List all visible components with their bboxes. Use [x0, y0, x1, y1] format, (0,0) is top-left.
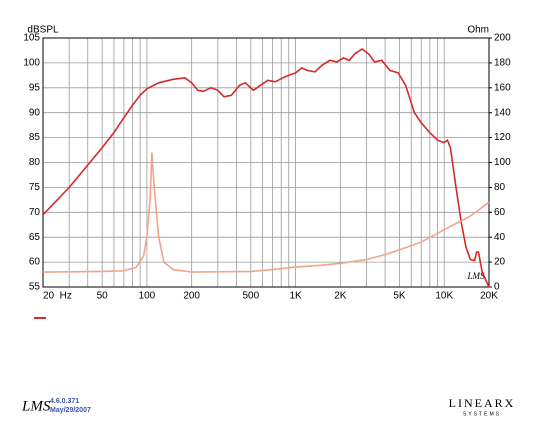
y2-axis-title: Ohm: [467, 25, 489, 36]
brand: LINEARX: [449, 396, 516, 410]
watermark: LMS: [466, 271, 485, 281]
y-axis-title: dBSPL: [27, 25, 59, 36]
y-tick-label: 60: [29, 257, 41, 268]
y2-tick-label: 80: [494, 182, 506, 193]
y2-tick-label: 120: [494, 132, 511, 143]
x-tick-label: 20K: [480, 291, 498, 302]
x-tick-label: 5K: [393, 291, 406, 302]
y2-tick-label: 200: [494, 33, 511, 44]
x-tick-label: 20 Hz: [43, 291, 72, 302]
x-tick-label: 2K: [334, 291, 347, 302]
series-line: [42, 152, 490, 273]
x-tick-label: 1K: [289, 291, 302, 302]
y2-tick-label: 0: [494, 282, 500, 293]
x-tick-label: 500: [242, 291, 259, 302]
x-tick-label: 10K: [435, 291, 453, 302]
y-tick-label: 55: [29, 282, 41, 293]
y-tick-label: 80: [29, 157, 41, 168]
y-tick-label: 65: [29, 232, 41, 243]
y-tick-label: 75: [29, 182, 41, 193]
y2-tick-label: 160: [494, 82, 511, 93]
plot-frame: [42, 37, 490, 288]
y2-tick-label: 20: [494, 257, 506, 268]
date: May/29/2007: [50, 407, 91, 414]
brand-sub: SYSTEMS: [463, 411, 501, 417]
y2-tick-label: 100: [494, 157, 511, 168]
logo: LMS: [21, 398, 51, 414]
y-tick-label: 105: [23, 33, 40, 44]
series-line: [42, 48, 490, 288]
y2-tick-label: 60: [494, 207, 506, 218]
x-tick-label: 100: [139, 291, 156, 302]
y-tick-label: 95: [29, 82, 41, 93]
y-tick-label: 85: [29, 132, 41, 143]
x-tick-label: 200: [183, 291, 200, 302]
version: 4.6.0.371: [50, 398, 79, 405]
x-tick-label: 50: [97, 291, 109, 302]
y2-tick-label: 40: [494, 232, 506, 243]
y-tick-label: 90: [29, 107, 41, 118]
y2-tick-label: 180: [494, 58, 511, 69]
y-tick-label: 70: [29, 207, 41, 218]
y-tick-label: 100: [23, 58, 40, 69]
y2-tick-label: 140: [494, 107, 511, 118]
